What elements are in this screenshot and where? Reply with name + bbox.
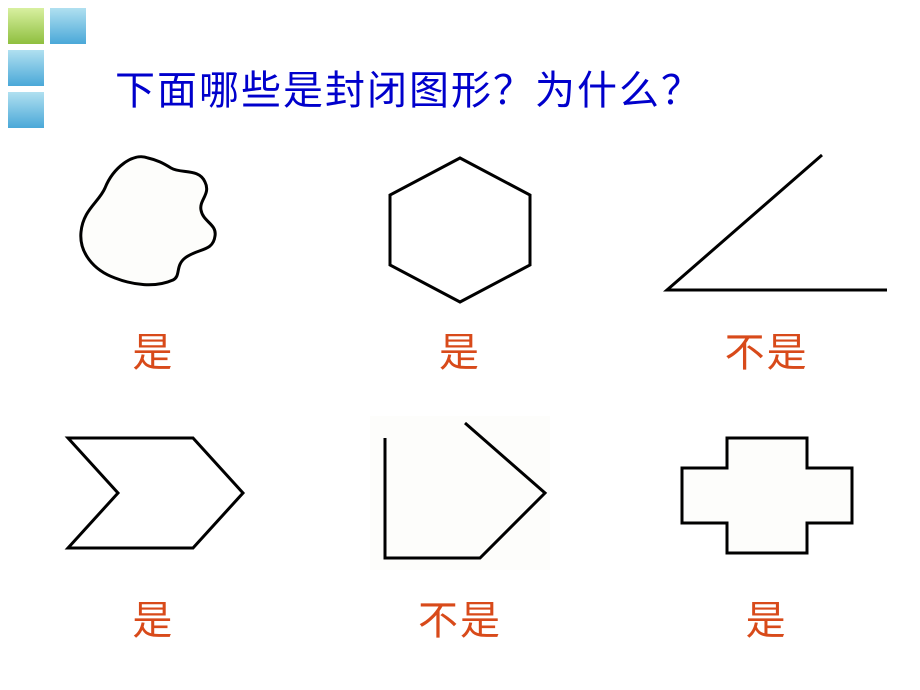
hexagon-icon — [360, 140, 560, 310]
shape-blob — [53, 140, 253, 310]
answer-label: 是 — [132, 320, 174, 378]
open-poly-icon — [350, 408, 570, 578]
shape-cell-cross: 是 — [613, 408, 920, 646]
slide-title: 下面哪些是封闭图形？为什么？ — [115, 58, 703, 116]
shapes-grid: 是 是 不是 是 — [0, 140, 920, 646]
shape-cell-blob: 是 — [0, 140, 307, 378]
answer-label: 是 — [746, 588, 788, 646]
blob-icon — [53, 140, 253, 310]
shape-hexagon — [360, 140, 560, 310]
shape-open-poly — [350, 408, 570, 578]
shape-cross — [662, 408, 872, 578]
shape-arrow — [43, 408, 263, 578]
cross-icon — [662, 413, 872, 573]
shape-cell-hexagon: 是 — [307, 140, 614, 378]
shape-cell-open-poly: 不是 — [307, 408, 614, 646]
answer-label: 是 — [132, 588, 174, 646]
answer-label: 不是 — [725, 320, 809, 378]
shape-cell-angle: 不是 — [613, 140, 920, 378]
shape-cell-arrow: 是 — [0, 408, 307, 646]
answer-label: 是 — [439, 320, 481, 378]
arrow-icon — [43, 413, 263, 573]
angle-icon — [637, 140, 897, 310]
decoration-svg — [8, 8, 98, 138]
shape-angle — [637, 140, 897, 310]
answer-label: 不是 — [418, 588, 502, 646]
corner-decoration — [8, 8, 98, 138]
